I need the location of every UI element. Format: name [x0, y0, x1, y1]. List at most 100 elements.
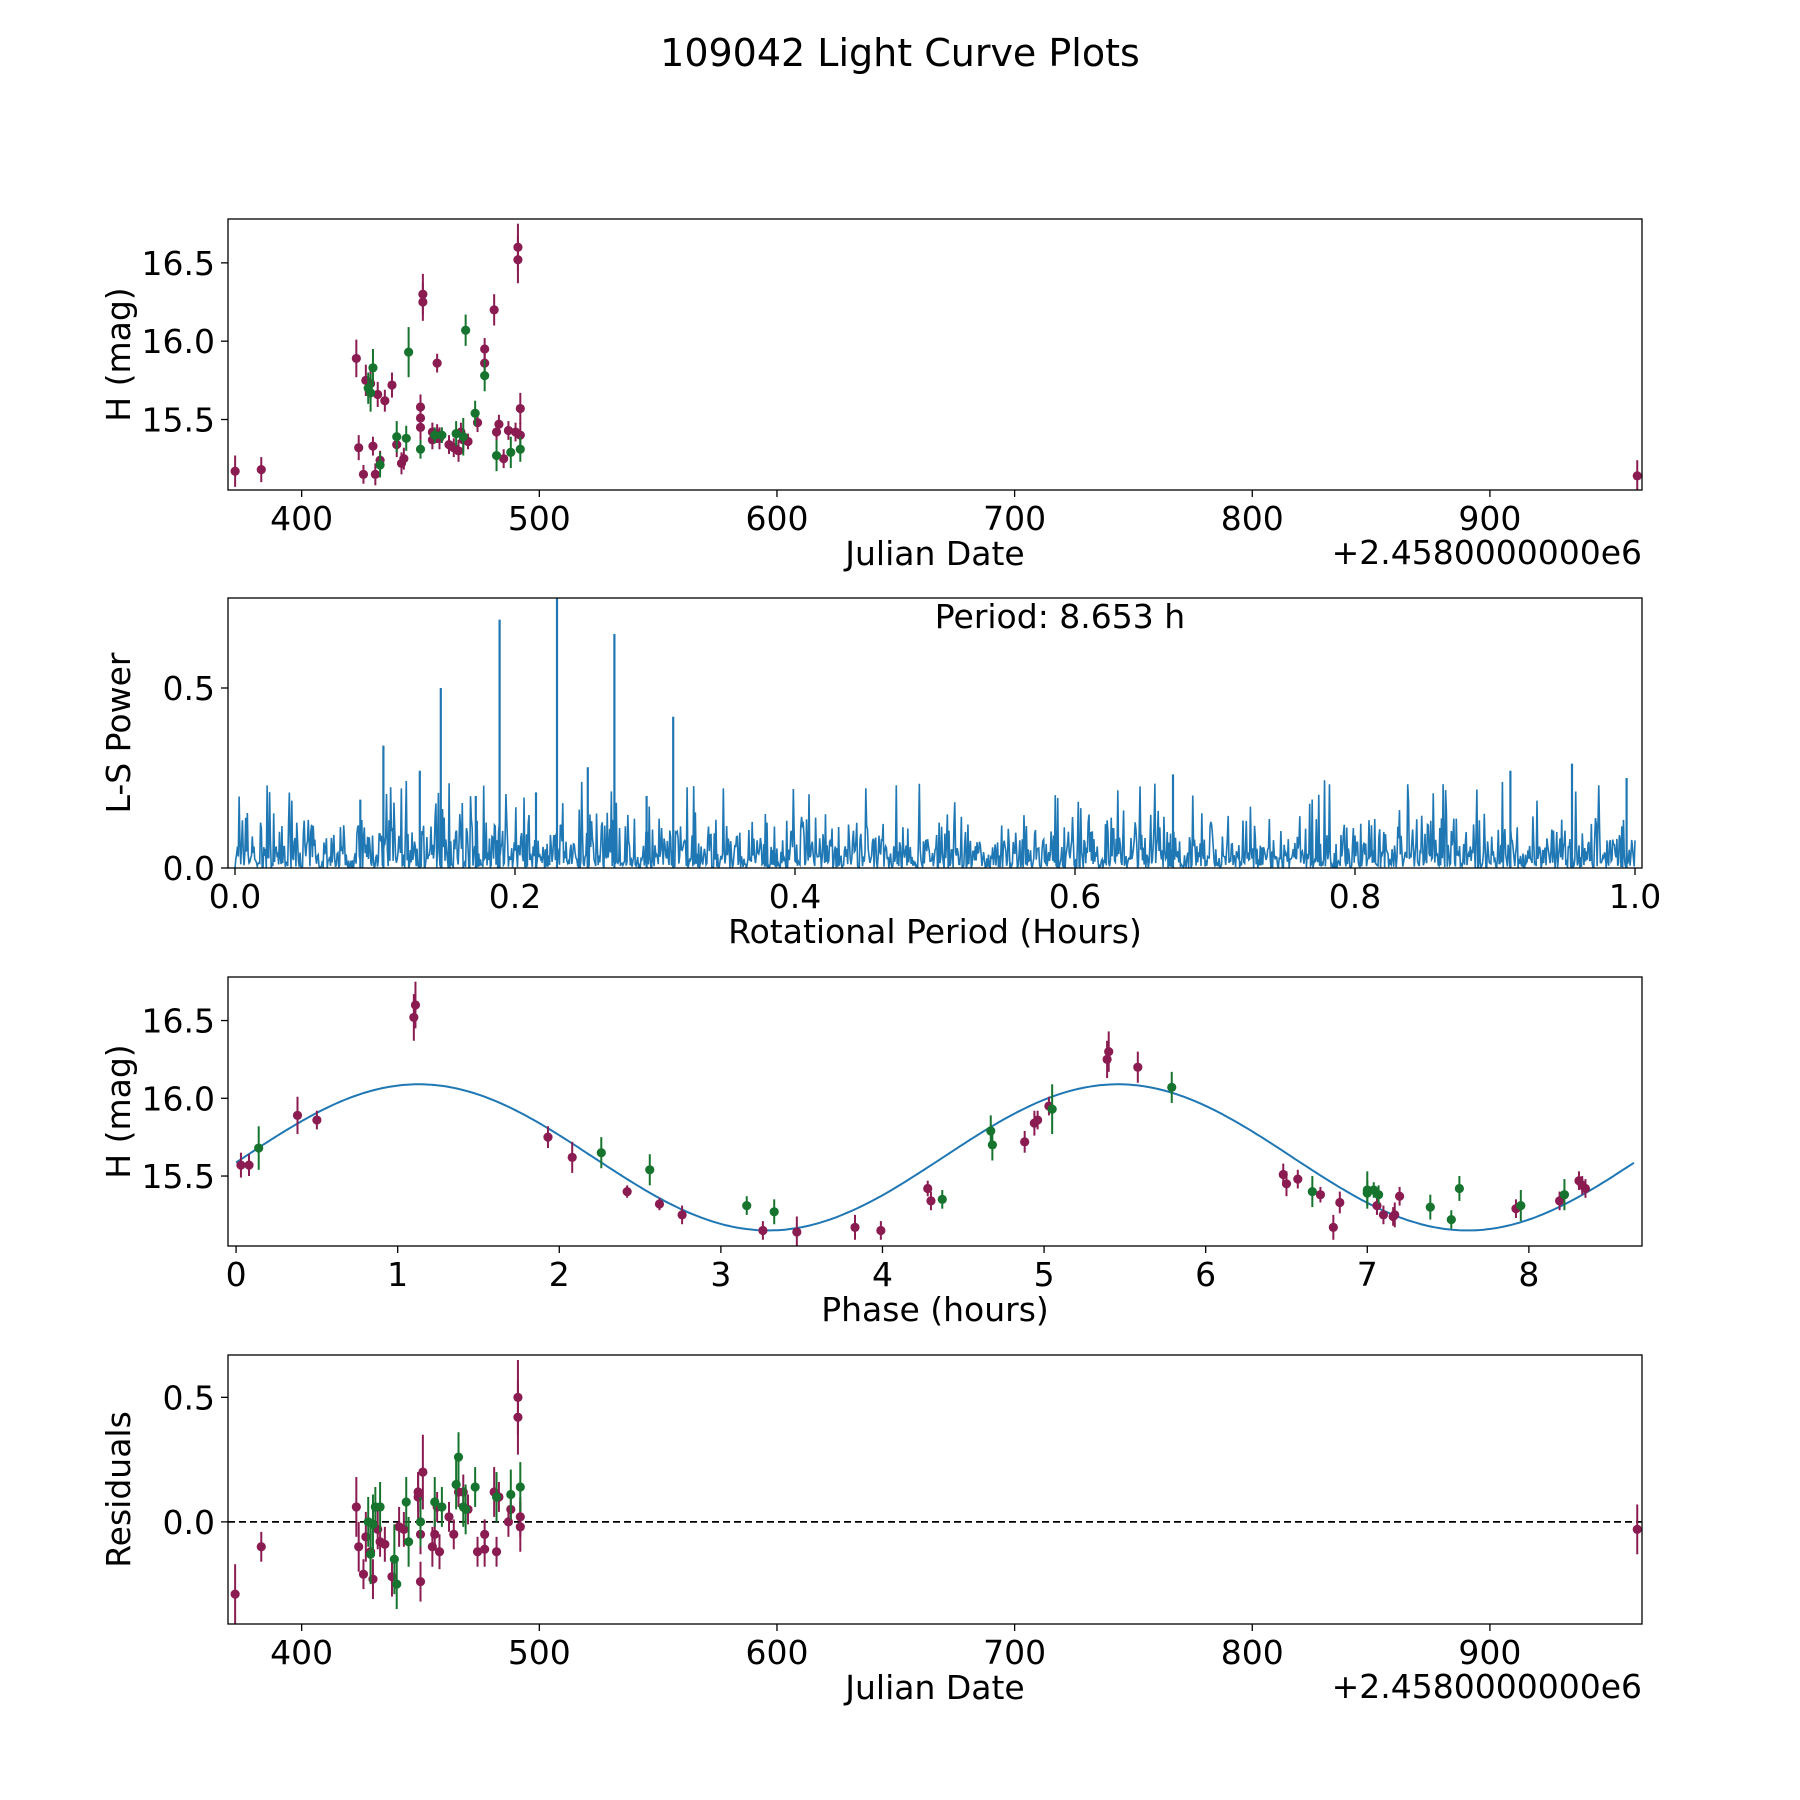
panel-residuals: 400 500 600 700 800 900 0.0 0.5 Julian Date Res…: [99, 1354, 1643, 1707]
panel-lightcurve: 400 500 600 700 800 900 15.5 16.0 16.5 Julian Da…: [99, 218, 1643, 573]
green-data-point: [515, 444, 525, 454]
red-data-point: [1632, 1524, 1642, 1534]
x-tick-label: 400: [270, 1633, 333, 1672]
x-tick-label: 4: [872, 1255, 893, 1294]
x-tick-label: 700: [983, 1633, 1046, 1672]
green-data-point: [506, 447, 516, 458]
y-tick-label: 16.0: [142, 1079, 215, 1118]
red-data-point: [792, 1227, 802, 1237]
red-data-point: [1315, 1190, 1326, 1200]
green-data-point: [404, 347, 414, 357]
axes-frame: [227, 1354, 1643, 1625]
x-axis-label: Julian Date: [843, 534, 1025, 573]
red-data-point: [415, 413, 426, 423]
green-data-point: [254, 1143, 264, 1153]
green-data-point: [1446, 1214, 1456, 1225]
red-data-point: [449, 1529, 459, 1539]
green-data-point: [375, 1502, 385, 1512]
x-tick-label: 400: [270, 499, 333, 538]
green-data-point: [401, 433, 411, 443]
red-data-point: [358, 469, 369, 479]
red-data-point: [1554, 1196, 1565, 1206]
red-data-point: [515, 430, 525, 440]
green-data-point: [596, 1148, 606, 1158]
x-tick-label: 0.6: [1049, 877, 1101, 916]
red-data-point: [489, 305, 499, 315]
x-tick-label: 0.8: [1329, 877, 1381, 916]
red-data-point: [409, 1012, 419, 1023]
red-data-point: [1293, 1174, 1303, 1184]
red-data-point: [503, 425, 514, 436]
green-data-point: [458, 432, 468, 442]
x-offset-label: +2.4580000000e6: [1332, 1667, 1642, 1706]
red-data-point: [380, 396, 390, 406]
red-data-point: [876, 1225, 886, 1236]
green-data-point: [1047, 1104, 1057, 1114]
green-data-point: [451, 429, 461, 439]
red-data-point: [543, 1132, 553, 1142]
axes-frame: [227, 597, 1643, 869]
red-data-point: [515, 1512, 525, 1522]
green-data-point: [491, 450, 502, 461]
y-tick-label: 15.5: [142, 1157, 215, 1196]
green-data-point: [461, 1504, 471, 1515]
green-data-point: [392, 1579, 402, 1589]
green-data-point: [404, 1537, 414, 1547]
y-tick-label: 16.0: [142, 322, 215, 361]
red-data-point: [368, 441, 378, 451]
green-data-point: [401, 1497, 411, 1507]
x-tick-label: 600: [745, 1633, 808, 1672]
green-data-point: [430, 1497, 440, 1507]
x-tick-label: 800: [1221, 499, 1284, 538]
red-data-point: [1133, 1062, 1143, 1072]
red-data-point: [1102, 1054, 1112, 1065]
y-tick-label: 0.0: [163, 1503, 215, 1542]
red-data-point: [230, 466, 240, 476]
green-data-point: [365, 388, 376, 398]
green-data-point: [430, 430, 440, 440]
x-tick-label: 0: [226, 1255, 247, 1294]
x-tick-label: 3: [710, 1255, 731, 1294]
red-data-point: [236, 1160, 246, 1170]
axes-frame: [227, 218, 1643, 491]
green-data-point: [453, 1452, 464, 1462]
green-data-point: [1559, 1190, 1570, 1200]
x-tick-label: 900: [1458, 499, 1521, 538]
y-axis-label: H (mag): [99, 287, 138, 421]
x-tick-label: 2: [549, 1255, 570, 1294]
red-data-point: [480, 1544, 490, 1554]
red-data-point: [1632, 471, 1642, 481]
green-data-point: [470, 408, 480, 418]
red-data-point: [453, 446, 464, 456]
x-tick-label: 700: [983, 499, 1046, 538]
green-data-point: [1425, 1202, 1435, 1212]
red-data-point: [677, 1210, 687, 1220]
panel-periodogram: 0.0 0.2 0.4 0.6 0.8 1.0 0.0 0.5 Rotational Peri…: [99, 597, 1661, 951]
x-tick-label: 1.0: [1609, 877, 1661, 916]
x-axis-label: Julian Date: [843, 1668, 1025, 1707]
green-data-point: [491, 1492, 502, 1502]
red-data-point: [1335, 1197, 1345, 1208]
x-tick-label: 900: [1458, 1633, 1521, 1672]
green-data-point: [515, 1482, 525, 1492]
y-axis-label: H (mag): [99, 1044, 138, 1178]
red-data-point: [1395, 1191, 1405, 1201]
green-data-point: [1167, 1082, 1177, 1092]
red-data-point: [434, 1547, 445, 1557]
y-tick-label: 0.5: [163, 669, 215, 708]
red-data-point: [622, 1186, 632, 1197]
x-tick-label: 0.4: [769, 877, 821, 916]
red-data-point: [292, 1110, 303, 1120]
fit-curve: [235, 1083, 1635, 1232]
x-axis-label: Phase (hours): [821, 1290, 1049, 1329]
red-data-point: [1372, 1200, 1382, 1211]
x-axis-label: Rotational Period (Hours): [728, 912, 1142, 951]
x-tick-label: 500: [508, 1633, 571, 1672]
red-data-point: [351, 1502, 361, 1512]
red-data-point: [415, 1577, 426, 1587]
green-data-point: [769, 1207, 779, 1217]
red-data-point: [758, 1225, 768, 1236]
green-data-point: [375, 460, 385, 470]
red-data-point: [513, 242, 523, 252]
